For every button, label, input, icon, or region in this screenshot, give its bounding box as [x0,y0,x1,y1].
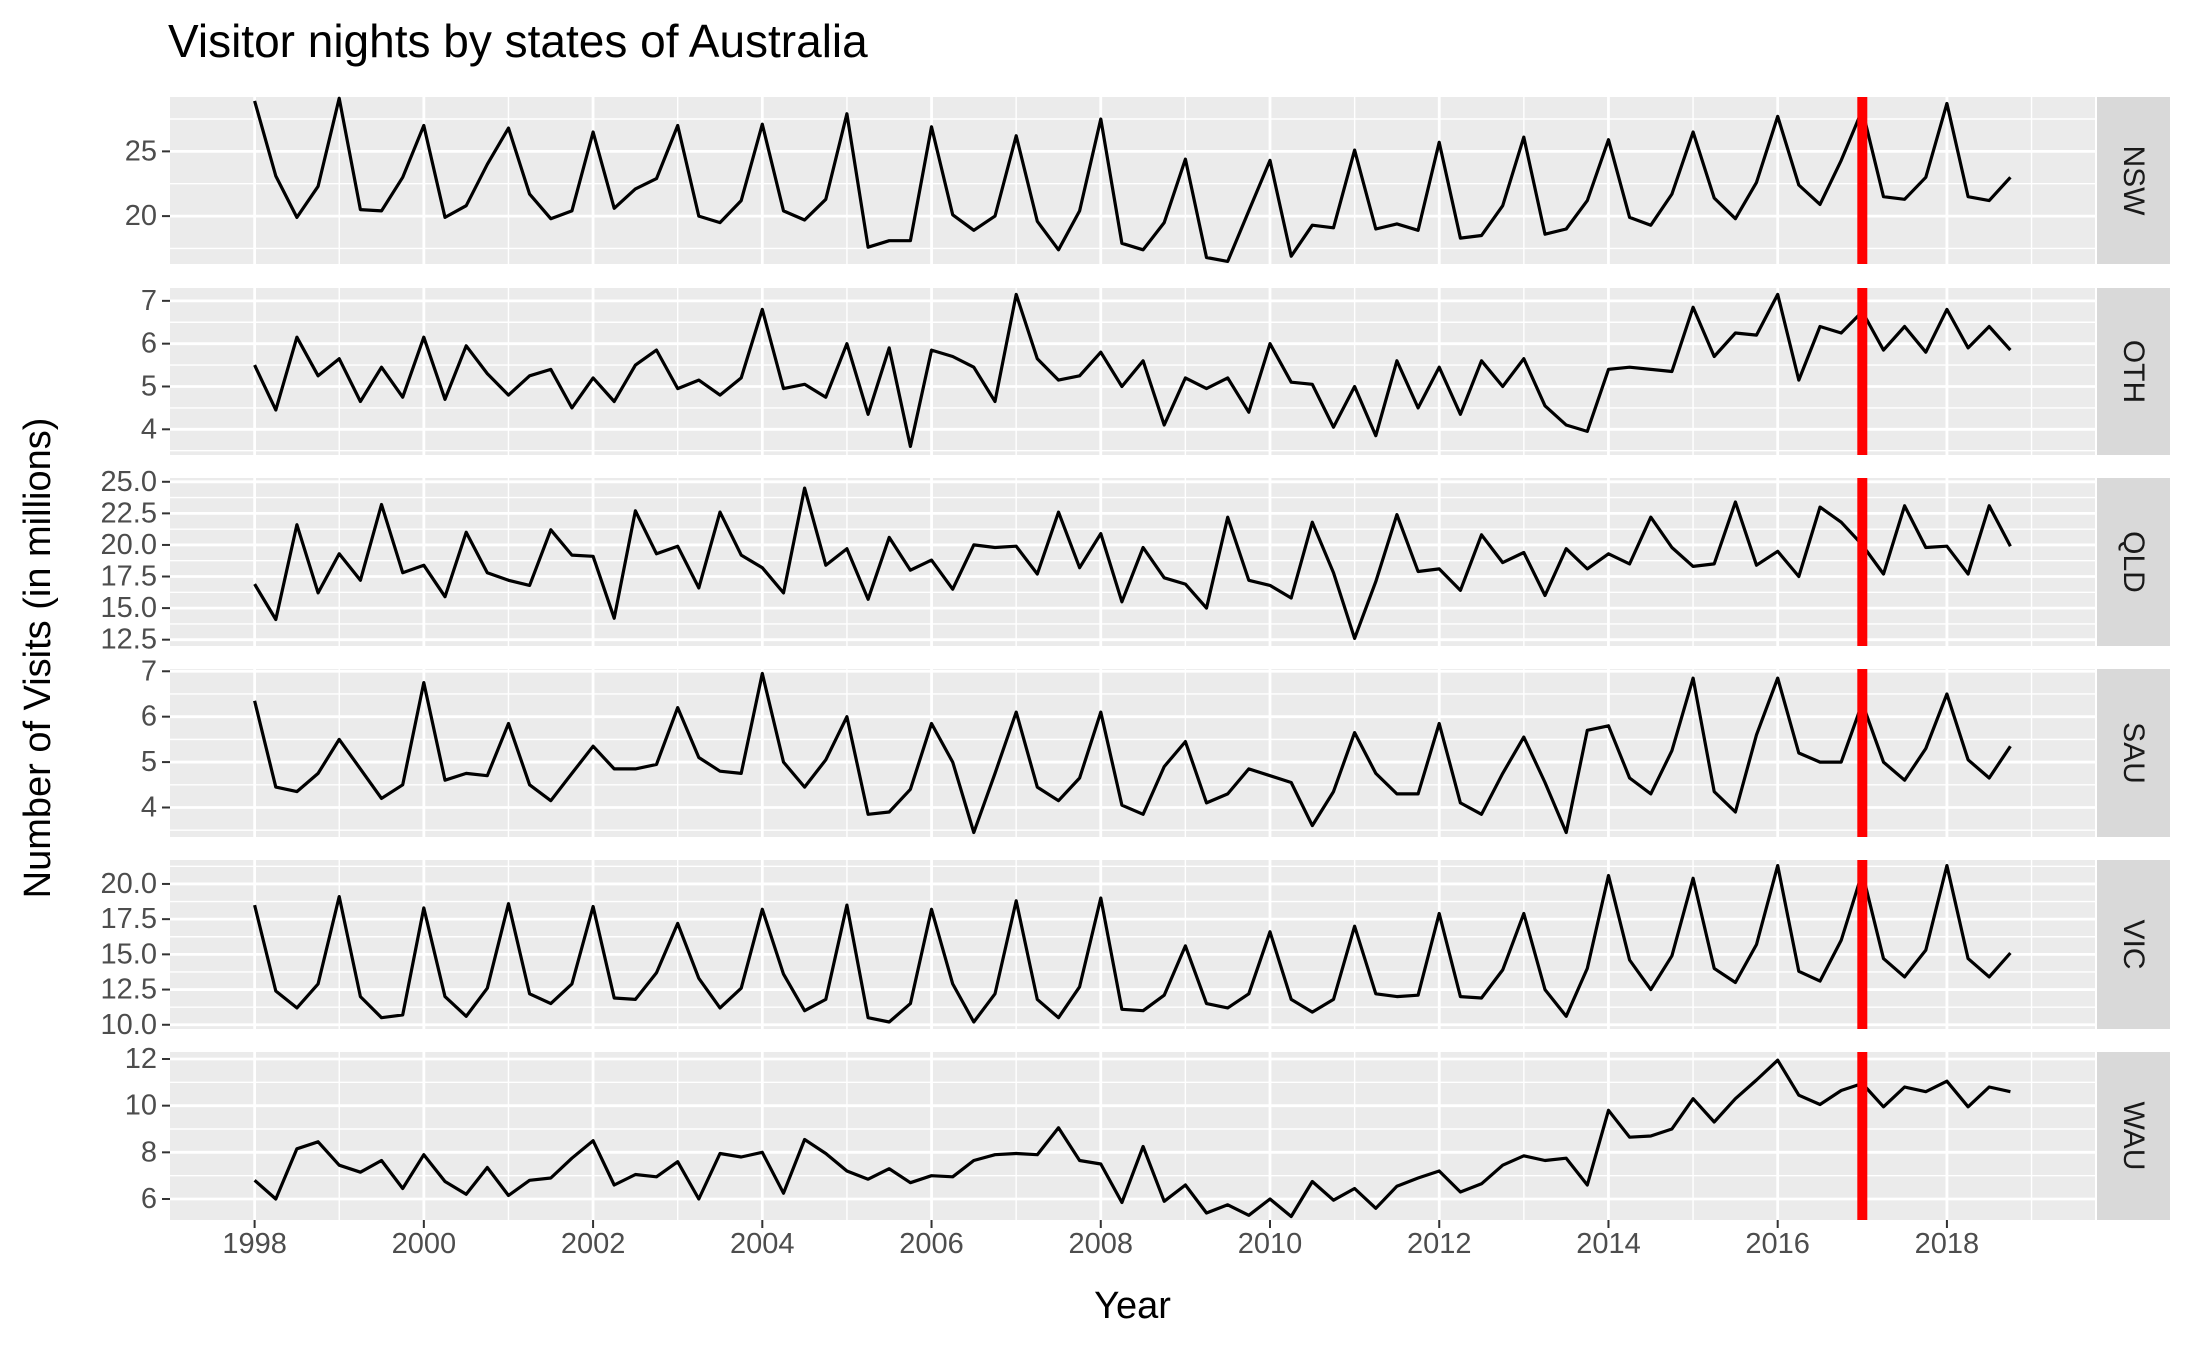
y-tick-label: 4 [141,791,157,823]
facet-panel-vic: 10.012.5 15.017.520.0 VIC [101,860,2170,1041]
panel-background [170,1052,2095,1220]
y-tick-label: 12.5 [101,624,157,656]
y-tick-label: 7 [141,285,157,317]
y-axis-title: Number of Visits (in millions) [17,418,59,899]
y-tick-label: 10 [125,1090,157,1122]
y-tick-label: 20.0 [101,868,157,900]
series-line-wau [253,1058,2011,1219]
x-tick-label: 2004 [730,1228,795,1260]
facet-strip [2097,1052,2170,1220]
facet-strip [2097,669,2170,837]
y-tick-label: 25.0 [101,466,157,498]
panel-background [170,97,2095,264]
y-tick-label: 20 [125,200,157,232]
y-tick-label: 22.5 [101,497,157,529]
y-tick-label: 20.0 [101,529,157,561]
y-tick-label: 15.0 [101,592,157,624]
x-tick-label: 2012 [1407,1228,1472,1260]
x-tick-label: 2014 [1576,1228,1641,1260]
x-tick-label: 2008 [1069,1228,1134,1260]
y-tick-label: 6 [141,1183,157,1215]
x-tick-label: 2016 [1745,1228,1810,1260]
y-tick-label: 15.0 [101,938,157,970]
series-line-nsw [253,96,2012,263]
facet-strip-label: WAU [2117,1102,2150,1171]
x-tick-label: 2018 [1915,1228,1980,1260]
series-line-sau [253,671,2012,835]
y-tick-label: 17.5 [101,903,157,935]
y-tick-label: 17.5 [101,561,157,593]
y-tick-label: 12.5 [101,974,157,1006]
series-line-oth [253,292,2012,448]
x-tick-label: 2000 [392,1228,457,1260]
x-axis-title: Year [1094,1285,1171,1327]
facet-strip-label: VIC [2117,919,2150,969]
series-line-vic [253,863,2012,1024]
y-tick-label: 5 [141,370,157,402]
x-tick-label: 2002 [561,1228,626,1260]
series-line-qld [253,486,2012,641]
panel-background [170,860,2095,1029]
chart-title: Visitor nights by states of Australia [168,15,868,67]
facet-strip-label: QLD [2117,531,2150,593]
y-tick-label: 10.0 [101,1009,157,1041]
facet-panel-oth: 4 5 6 7 OTH [141,285,2170,455]
facet-strip [2097,478,2170,646]
y-tick-label: 4 [141,413,157,445]
facet-panel-wau: 6 8 10 12 WAU [125,1043,2170,1220]
facet-strip-label: NSW [2117,146,2150,217]
x-tick-label: 1998 [222,1228,287,1260]
facet-panel-qld: 12.515.017.520.022.525.0 QLD [101,466,2170,656]
y-tick-label: 5 [141,746,157,778]
y-tick-label: 6 [141,328,157,360]
y-tick-label: 8 [141,1136,157,1168]
x-tick-label: 2010 [1238,1228,1303,1260]
facet-strip-label: OTH [2117,340,2150,403]
y-tick-label: 12 [125,1043,157,1075]
facet-strip [2097,97,2170,264]
facet-strip [2097,860,2170,1029]
facet-panel-sau: 4 5 6 7 SAU [141,655,2170,837]
y-tick-label: 25 [125,135,157,167]
panel-background [170,478,2095,646]
facet-strip-label: SAU [2117,722,2150,784]
facet-panel-nsw: 20 25 NSW [125,96,2170,264]
y-tick-label: 7 [141,655,157,687]
facet-strip [2097,288,2170,455]
x-tick-label: 2006 [899,1228,964,1260]
y-tick-label: 6 [141,701,157,733]
